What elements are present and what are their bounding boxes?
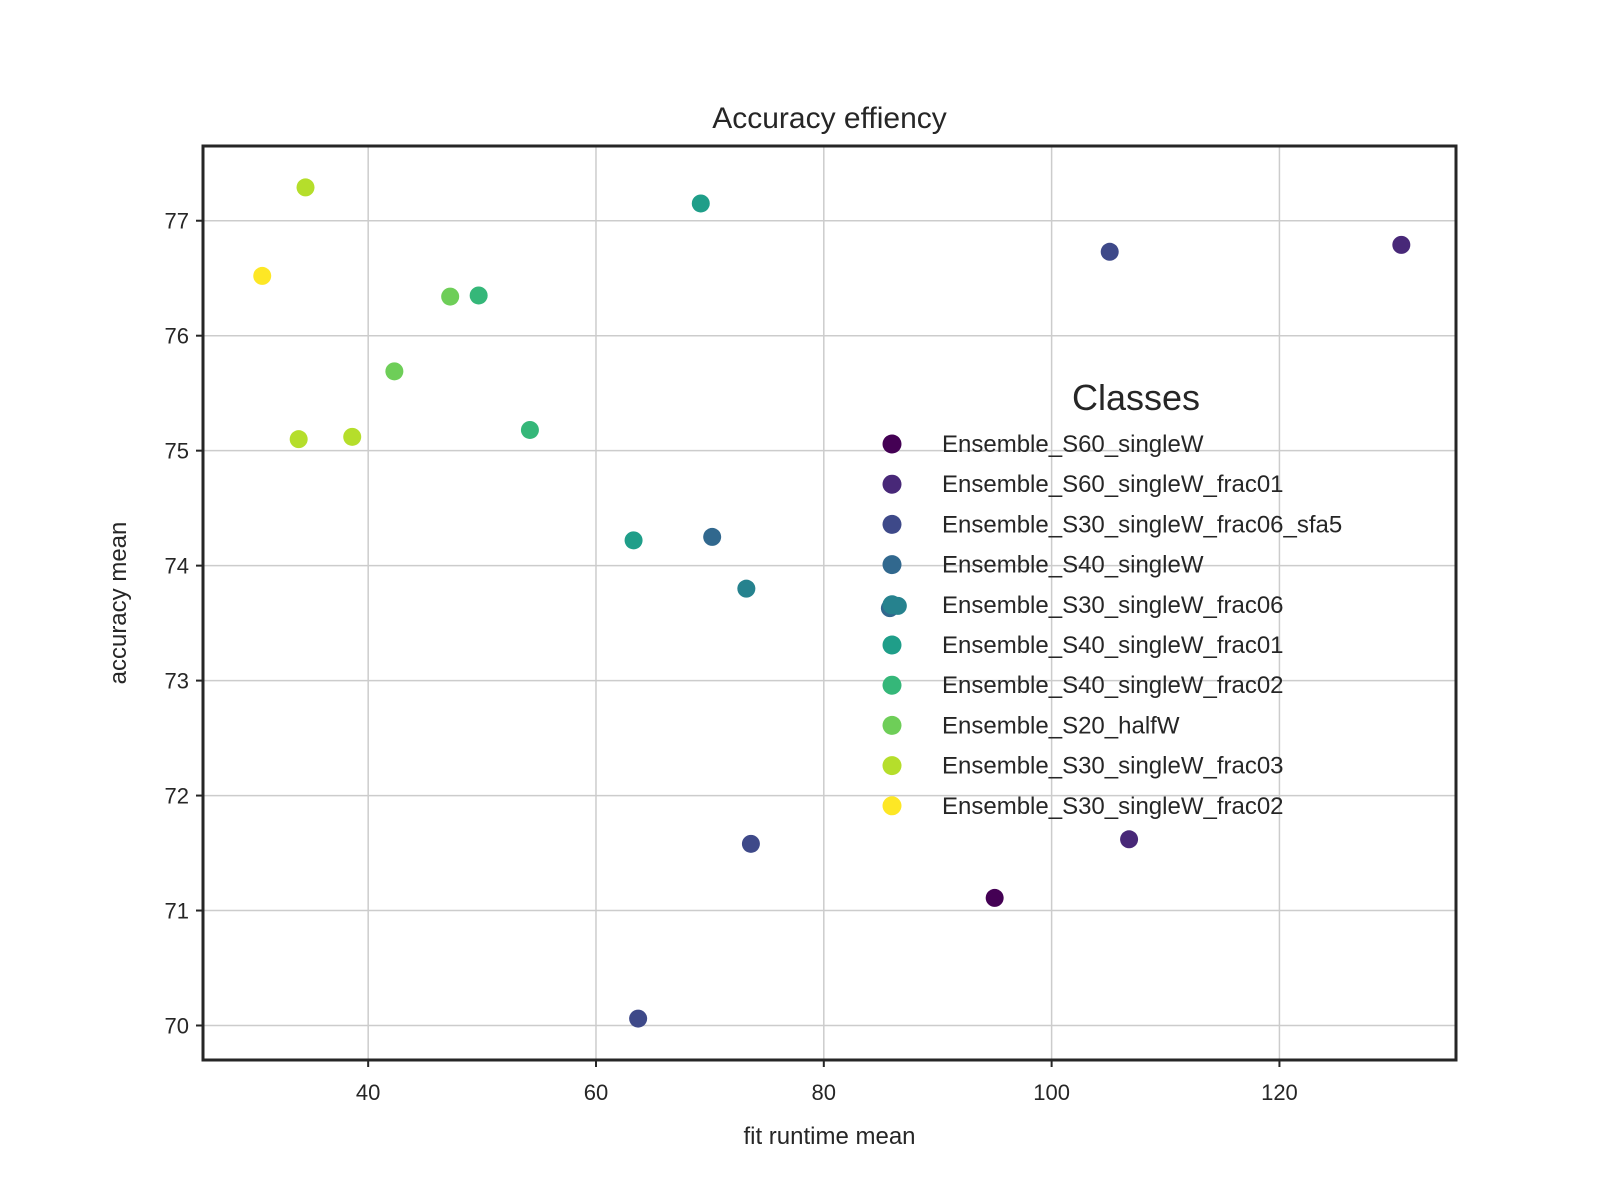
legend-marker	[882, 715, 902, 735]
data-point	[296, 178, 315, 197]
legend-item: Ensemble_S40_singleW_frac01	[882, 632, 1284, 659]
legend-label: Ensemble_S40_singleW_frac02	[942, 672, 1284, 699]
y-tick-label: 70	[165, 1014, 189, 1039]
data-point	[703, 527, 722, 546]
legend-marker	[882, 555, 902, 575]
data-point	[629, 1009, 648, 1028]
legend-item: Ensemble_S20_halfW	[882, 712, 1180, 739]
data-point	[385, 362, 404, 381]
data-point	[737, 579, 756, 598]
x-axis-label: fit runtime mean	[743, 1123, 915, 1150]
legend-item: Ensemble_S30_singleW_frac02	[882, 793, 1284, 820]
legend-marker	[882, 796, 902, 816]
legend-marker	[882, 635, 902, 655]
legend-marker	[882, 474, 902, 494]
plot-frame	[201, 144, 1458, 1062]
legend-item: Ensemble_S40_singleW	[882, 552, 1204, 579]
data-point	[441, 287, 460, 306]
data-point	[1100, 242, 1119, 261]
y-tick-label: 72	[165, 784, 189, 809]
legend-item: Ensemble_S60_singleW	[882, 431, 1204, 458]
data-point	[520, 420, 539, 439]
chart-title: Accuracy effiency	[712, 102, 947, 135]
x-tick-label: 40	[356, 1080, 380, 1105]
legend-label: Ensemble_S40_singleW	[942, 552, 1204, 579]
data-point	[343, 427, 362, 446]
y-tick-label: 74	[165, 554, 189, 579]
legend-marker	[882, 514, 902, 534]
legend-marker	[882, 675, 902, 695]
legend: Classes Ensemble_S60_singleWEnsemble_S60…	[882, 377, 1342, 820]
y-tick-label: 71	[165, 899, 189, 924]
legend-label: Ensemble_S60_singleW	[942, 431, 1204, 458]
legend-item: Ensemble_S30_singleW_frac06	[882, 592, 1284, 619]
legend-title: Classes	[1072, 377, 1200, 418]
data-point	[1392, 235, 1411, 254]
data-point	[985, 888, 1004, 907]
data-point	[691, 194, 710, 213]
legend-label: Ensemble_S20_halfW	[942, 712, 1180, 739]
legend-item: Ensemble_S60_singleW_frac01	[882, 471, 1284, 498]
legend-label: Ensemble_S30_singleW_frac06	[942, 592, 1284, 619]
y-axis-label: accuracy mean	[105, 522, 132, 685]
x-tick-label: 120	[1261, 1080, 1298, 1105]
data-point	[253, 266, 272, 285]
grid-lines	[203, 146, 1456, 1060]
axis-ticks: 40 60 80 100 120 70 71 72 73 74 75 76 77	[165, 209, 1298, 1105]
legend-item: Ensemble_S40_singleW_frac02	[882, 672, 1284, 699]
y-tick-label: 73	[165, 669, 189, 694]
legend-marker	[882, 756, 902, 776]
legend-marker	[882, 434, 902, 454]
x-tick-label: 100	[1033, 1080, 1070, 1105]
legend-label: Ensemble_S30_singleW_frac03	[942, 753, 1284, 780]
legend-label: Ensemble_S30_singleW_frac02	[942, 793, 1284, 820]
legend-label: Ensemble_S60_singleW_frac01	[942, 471, 1284, 498]
y-tick-label: 76	[165, 324, 189, 349]
legend-item: Ensemble_S30_singleW_frac03	[882, 753, 1284, 780]
x-tick-label: 80	[812, 1080, 836, 1105]
y-tick-label: 75	[165, 439, 189, 464]
data-point	[741, 834, 760, 853]
x-tick-label: 60	[584, 1080, 608, 1105]
y-tick-label: 77	[165, 209, 189, 234]
data-point	[624, 531, 643, 550]
data-point	[1120, 830, 1139, 849]
legend-label: Ensemble_S40_singleW_frac01	[942, 632, 1284, 659]
data-point	[469, 286, 488, 305]
data-point	[289, 430, 308, 449]
legend-label: Ensemble_S30_singleW_frac06_sfa5	[942, 511, 1342, 538]
legend-items: Ensemble_S60_singleW Ensemble_S60_singleW…	[882, 431, 1342, 820]
legend-marker	[882, 595, 902, 615]
legend-item: Ensemble_S30_singleW_frac06_sfa5	[882, 511, 1342, 538]
